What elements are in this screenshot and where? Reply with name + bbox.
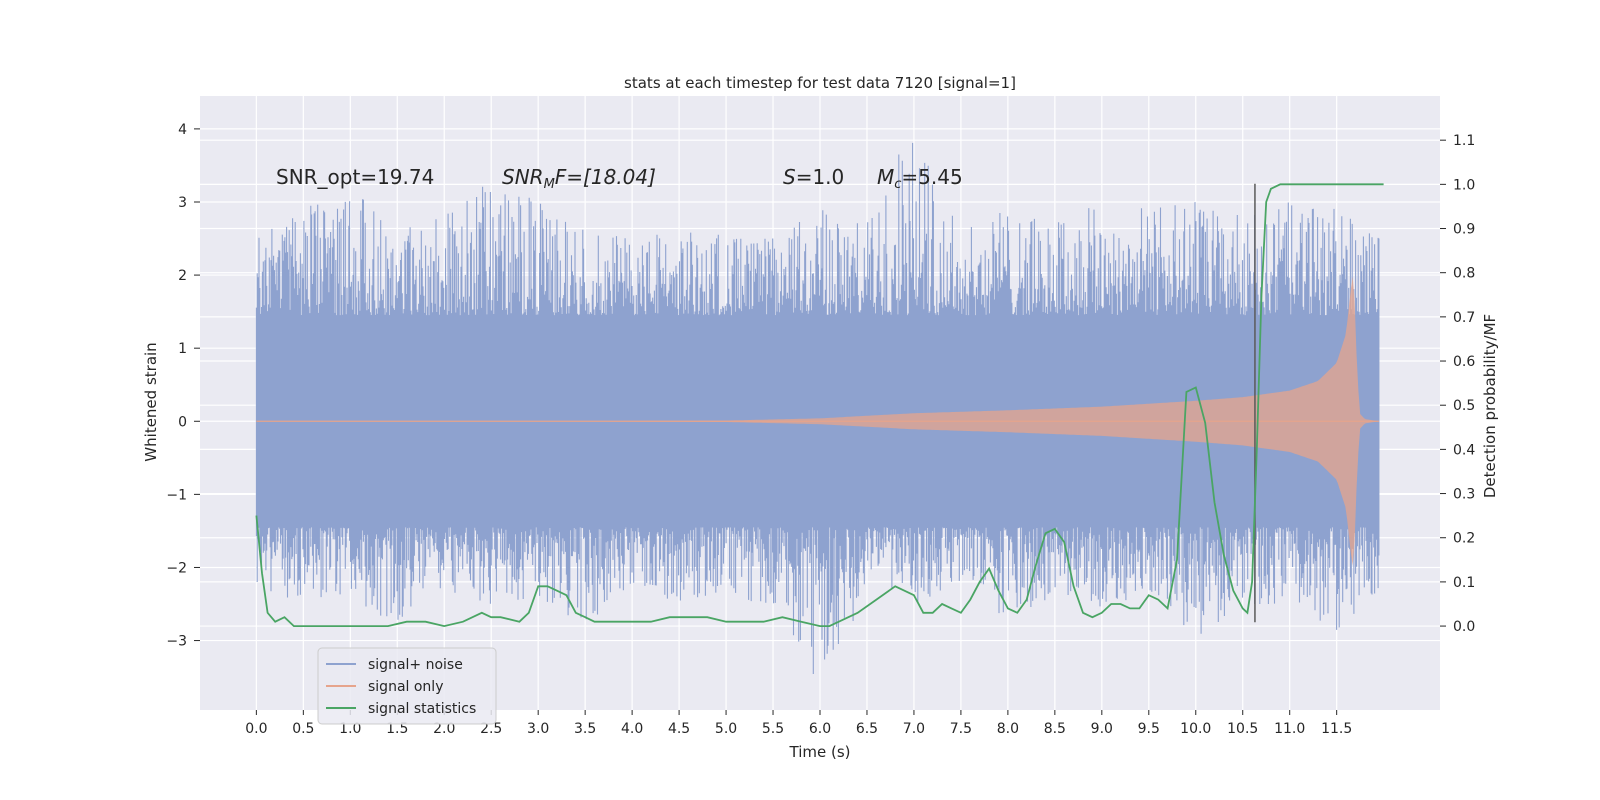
x-tick-label: 3.0 bbox=[527, 721, 549, 737]
legend-label-signal-only: signal only bbox=[368, 679, 443, 695]
x-axis-label: Time (s) bbox=[789, 743, 851, 761]
x-tick-label: 0.0 bbox=[245, 721, 267, 737]
right-y-tick-label: 0.6 bbox=[1453, 354, 1475, 370]
right-y-tick-label: 0.7 bbox=[1453, 310, 1475, 326]
legend-label-signal-statistics: signal statistics bbox=[368, 701, 476, 717]
x-axis-ticks: 0.0 0.5 1.0 1.5 2.0 2.5 3.0 3.5 4.0 4.5 5.0 5.5 6.0 6… bbox=[245, 710, 1352, 737]
right-y-tick-label: 0.8 bbox=[1453, 266, 1475, 282]
left-y-axis-label: Whitened strain bbox=[142, 342, 160, 461]
right-y-axis-label: Detection probability/MF bbox=[1481, 314, 1499, 498]
x-tick-label: 8.0 bbox=[997, 721, 1019, 737]
mc-annotation: Mc=5.45 bbox=[877, 165, 963, 192]
snr-opt-annotation: SNR_opt=19.74 bbox=[276, 165, 434, 189]
right-y-tick-label: 0.1 bbox=[1453, 575, 1475, 591]
left-y-tick-label: −3 bbox=[166, 634, 187, 650]
right-y-tick-label: 0.2 bbox=[1453, 531, 1475, 547]
signal-only-series bbox=[256, 276, 1379, 566]
x-tick-label: 10.0 bbox=[1180, 721, 1211, 737]
x-tick-label: 10.5 bbox=[1227, 721, 1258, 737]
x-tick-label: 7.0 bbox=[903, 721, 925, 737]
x-tick-label: 8.5 bbox=[1044, 721, 1066, 737]
x-tick-label: 1.5 bbox=[386, 721, 408, 737]
x-tick-label: 11.5 bbox=[1321, 721, 1352, 737]
chart-title: stats at each timestep for test data 712… bbox=[624, 74, 1016, 92]
x-tick-label: 4.5 bbox=[668, 721, 690, 737]
right-y-tick-label: 0.5 bbox=[1453, 398, 1475, 414]
snr-mf-annotation: SNRMF=[18.04] bbox=[502, 165, 656, 192]
left-y-tick-label: −2 bbox=[166, 560, 187, 576]
left-y-tick-label: 0 bbox=[178, 414, 187, 430]
right-y-tick-label: 1.0 bbox=[1453, 177, 1475, 193]
x-tick-label: 1.0 bbox=[339, 721, 361, 737]
legend: signal+ noise signal only signal statist… bbox=[317, 647, 497, 725]
right-y-tick-label: 0.4 bbox=[1453, 442, 1475, 458]
left-y-tick-label: 1 bbox=[178, 341, 187, 357]
right-y-tick-label: 0.3 bbox=[1453, 487, 1475, 503]
left-y-tick-label: 4 bbox=[178, 122, 187, 138]
legend-box bbox=[317, 647, 497, 725]
x-tick-label: 6.5 bbox=[856, 721, 878, 737]
left-y-tick-label: −1 bbox=[166, 487, 187, 503]
x-tick-label: 7.5 bbox=[950, 721, 972, 737]
right-y-tick-label: 0.9 bbox=[1453, 222, 1475, 238]
right-y-axis-ticks: 0.0 0.1 0.2 0.3 0.4 0.5 0.6 0.7 0.8 0.9 1.0 1.1 bbox=[1440, 133, 1475, 635]
x-tick-label: 4.0 bbox=[621, 721, 643, 737]
left-y-tick-label: 3 bbox=[178, 195, 187, 211]
x-tick-label: 3.5 bbox=[574, 721, 596, 737]
left-y-axis-ticks: −3 −2 −1 0 1 2 3 4 bbox=[166, 122, 200, 650]
x-tick-label: 5.0 bbox=[715, 721, 737, 737]
x-tick-label: 9.0 bbox=[1091, 721, 1113, 737]
legend-label-signal-noise: signal+ noise bbox=[368, 657, 463, 673]
x-tick-label: 6.0 bbox=[809, 721, 831, 737]
x-tick-label: 2.5 bbox=[480, 721, 502, 737]
right-y-tick-label: 1.1 bbox=[1453, 133, 1475, 149]
x-tick-label: 5.5 bbox=[762, 721, 784, 737]
s-annotation: S=1.0 bbox=[783, 165, 844, 189]
right-y-tick-label: 0.0 bbox=[1453, 619, 1475, 635]
x-tick-label: 2.0 bbox=[433, 721, 455, 737]
x-tick-label: 0.5 bbox=[292, 721, 314, 737]
x-tick-label: 9.5 bbox=[1138, 721, 1160, 737]
left-y-tick-label: 2 bbox=[178, 268, 187, 284]
signal-statistics-line bbox=[255, 183, 1384, 628]
x-tick-label: 11.0 bbox=[1274, 721, 1305, 737]
